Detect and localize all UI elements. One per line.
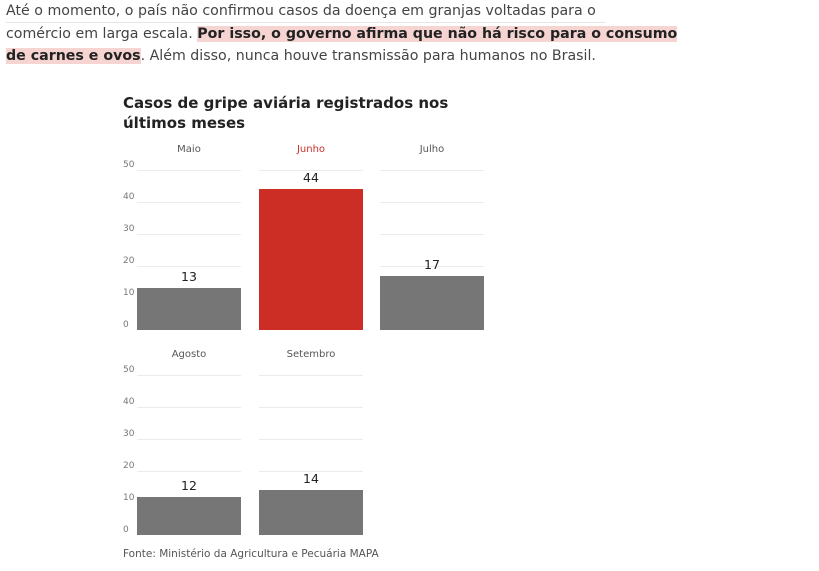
gridline — [137, 407, 241, 408]
category-label: Maio — [177, 144, 201, 155]
y-tick-label: 30 — [123, 224, 135, 234]
panel-maio: Maio 13 — [137, 144, 241, 334]
y-tick-label: 50 — [123, 365, 135, 375]
y-tick-label: 10 — [123, 493, 135, 503]
panel-julho: Julho 17 — [380, 144, 484, 334]
paragraph-line-3: de carnes e ovos. Além disso, nunca houv… — [6, 45, 606, 68]
bar-value-label: 17 — [424, 256, 440, 272]
y-tick-label: 50 — [123, 160, 135, 170]
gridline — [380, 202, 484, 203]
paragraph-line-1: Até o momento, o país não confirmou caso… — [6, 3, 596, 19]
category-label: Julho — [419, 144, 445, 155]
category-label: Junho — [296, 144, 326, 155]
y-tick-label: 20 — [123, 256, 135, 266]
category-label: Setembro — [286, 349, 336, 360]
panel-junho: Junho 44 — [259, 144, 363, 334]
bar-julho — [380, 275, 484, 330]
bar-value-label: 12 — [181, 477, 197, 493]
bar-maio — [137, 288, 241, 330]
divider — [6, 22, 606, 23]
gridline — [137, 170, 241, 171]
gridline — [137, 234, 241, 235]
gridline — [259, 375, 363, 376]
gridline — [137, 266, 241, 267]
source-note: Fonte: Ministério da Agricultura e Pecuá… — [123, 548, 379, 560]
bar-value-label: 13 — [181, 269, 197, 285]
highlighted-text: Por isso, o governo afirma que não há ri… — [197, 25, 678, 42]
paragraph-plain-text: . Além disso, nunca houve transmissão pa… — [140, 48, 596, 64]
y-tick-label: 40 — [123, 397, 135, 407]
gridline — [259, 439, 363, 440]
gridline — [137, 471, 241, 472]
gridline — [137, 439, 241, 440]
gridline — [380, 234, 484, 235]
bar-agosto — [137, 496, 241, 535]
gridline — [137, 375, 241, 376]
y-tick-label: 10 — [123, 288, 135, 298]
y-tick-label: 40 — [123, 192, 135, 202]
panel-agosto: Agosto 12 — [137, 349, 241, 539]
category-label: Agosto — [171, 349, 207, 360]
gridline — [259, 170, 363, 171]
y-tick-label: 20 — [123, 461, 135, 471]
article-text: Até o momento, o país não confirmou caso… — [6, 0, 678, 68]
bar-value-label: 44 — [303, 170, 319, 186]
y-tick-label: 0 — [123, 320, 129, 330]
paragraph-line-2: comércio em larga escala. Por isso, o go… — [6, 23, 678, 46]
gridline — [380, 170, 484, 171]
paragraph-plain-text: comércio em larga escala. — [6, 25, 198, 42]
bar-setembro — [259, 490, 363, 535]
y-tick-label: 0 — [123, 525, 129, 535]
gridline — [380, 266, 484, 267]
gridline — [259, 471, 363, 472]
chart-title: Casos de gripe aviária registrados nos ú… — [123, 94, 449, 132]
bar-value-label: 14 — [303, 471, 319, 487]
highlighted-text: de carnes e ovos — [6, 48, 141, 64]
gridline — [259, 407, 363, 408]
gridline — [137, 202, 241, 203]
bar-junho — [259, 189, 363, 330]
panel-setembro: Setembro 14 — [259, 349, 363, 539]
y-tick-label: 30 — [123, 429, 135, 439]
